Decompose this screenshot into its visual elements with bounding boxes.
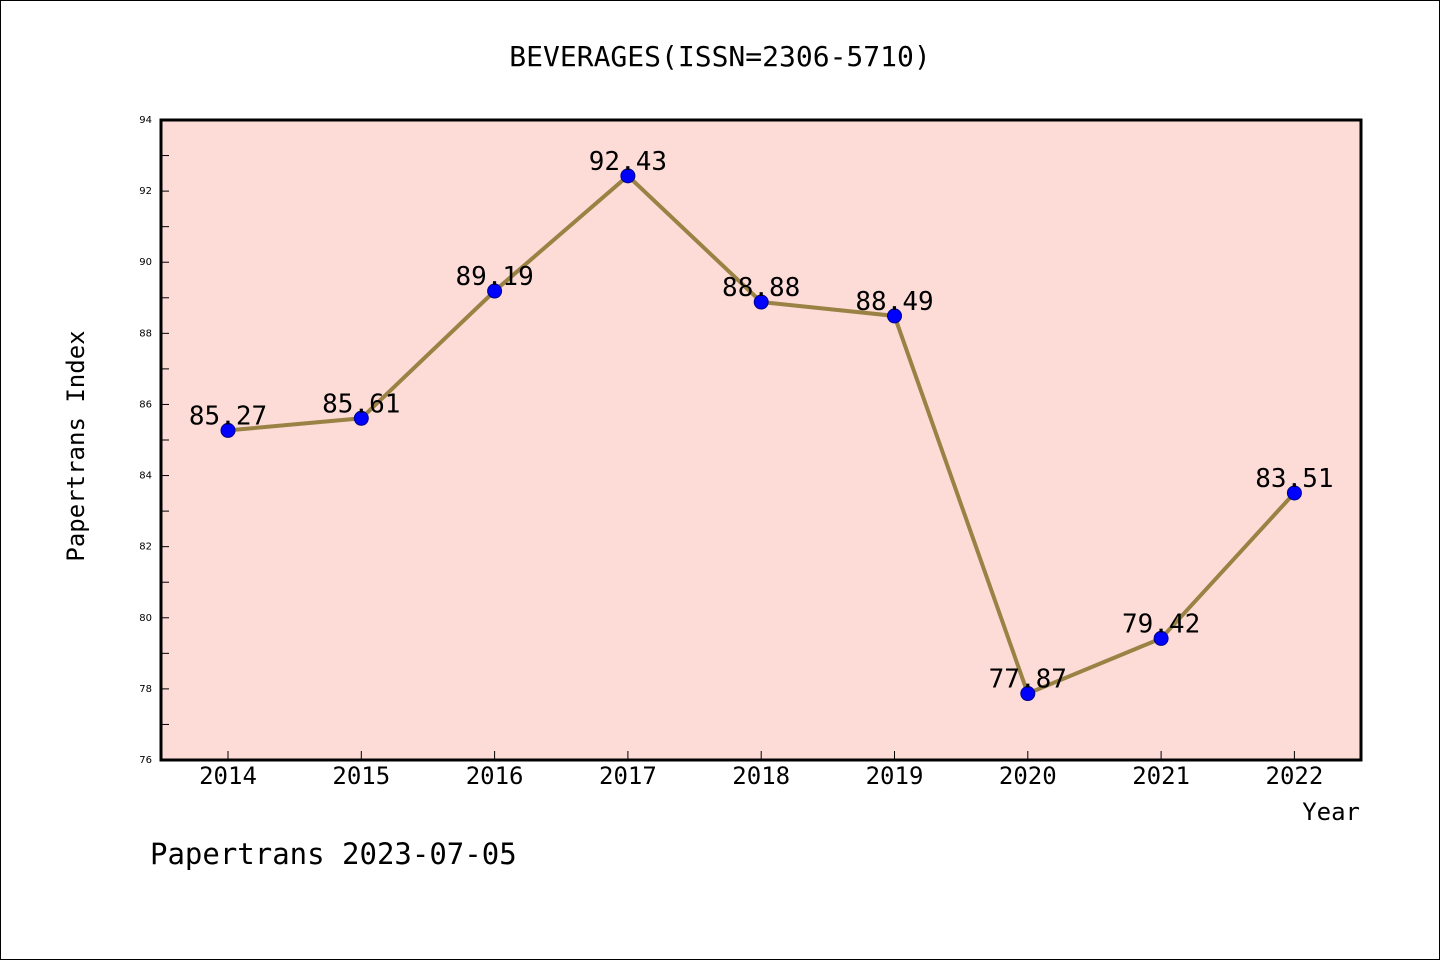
y-tick-label: 88	[139, 328, 152, 339]
x-tick-label: 2022	[1266, 762, 1324, 790]
data-label: 85.61	[322, 389, 400, 419]
data-label: 83.51	[1255, 464, 1333, 494]
data-label: 89.19	[455, 262, 533, 292]
data-point	[620, 168, 636, 184]
data-point	[220, 422, 236, 438]
data-point	[887, 308, 902, 324]
y-tick-label: 92	[139, 186, 152, 197]
y-axis: 76 78 80 82 84 86 88 90 92 94	[139, 115, 169, 766]
data-label: 79.42	[1122, 609, 1200, 639]
x-tick-label: 2017	[599, 762, 657, 790]
data-point	[753, 294, 769, 310]
y-tick-label: 82	[139, 542, 152, 553]
x-axis: 2014 2015 2016 2017 2018 2019 2020 2021 2022	[199, 751, 1323, 790]
y-tick-label: 94	[139, 115, 152, 126]
x-tick-label: 2015	[332, 762, 390, 790]
y-axis-title: Papertrans Index	[62, 330, 90, 561]
data-label: 92.43	[589, 147, 667, 177]
data-point	[1153, 630, 1169, 646]
x-tick-label: 2014	[199, 762, 257, 790]
data-point	[487, 283, 503, 299]
data-point	[1020, 686, 1036, 702]
data-point	[353, 410, 369, 426]
y-tick-label: 90	[139, 257, 152, 268]
data-point	[1286, 485, 1302, 501]
footer-text: Papertrans 2023-07-05	[150, 837, 517, 871]
y-tick-label: 78	[139, 684, 152, 695]
x-tick-label: 2019	[866, 762, 924, 790]
x-tick-label: 2020	[999, 762, 1057, 790]
series-group	[220, 168, 1302, 702]
y-tick-label: 84	[139, 471, 152, 482]
y-tick-label: 80	[139, 613, 152, 624]
x-tick-label: 2021	[1132, 762, 1190, 790]
data-labels: 85.27 85.61 89.19 92.43 88.88 88.49 77.87 79.42…	[189, 147, 1334, 695]
data-label: 88.88	[722, 273, 800, 303]
data-label: 77.87	[989, 665, 1067, 695]
x-axis-title: Year	[1302, 798, 1360, 826]
chart-title: BEVERAGES(ISSN=2306-5710)	[509, 40, 930, 73]
data-label: 85.27	[189, 401, 267, 431]
x-tick-label: 2016	[466, 762, 524, 790]
x-tick-label: 2018	[732, 762, 790, 790]
plot-area	[159, 118, 1363, 762]
data-label: 88.49	[855, 287, 933, 317]
y-tick-label: 76	[139, 755, 152, 766]
y-tick-label: 86	[139, 399, 152, 410]
